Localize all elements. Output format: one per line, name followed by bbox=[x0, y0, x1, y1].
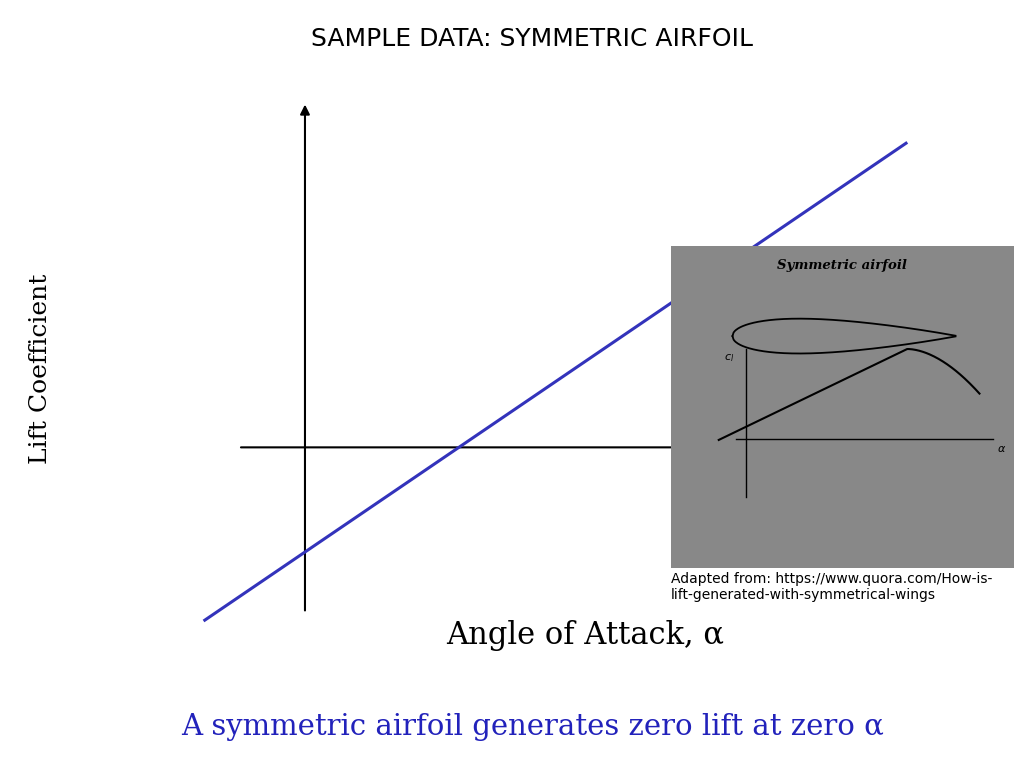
Text: SAMPLE DATA: SYMMETRIC AIRFOIL: SAMPLE DATA: SYMMETRIC AIRFOIL bbox=[311, 27, 754, 51]
Text: $\alpha$: $\alpha$ bbox=[996, 444, 1006, 454]
Text: A symmetric airfoil generates zero lift at zero α: A symmetric airfoil generates zero lift … bbox=[181, 713, 884, 741]
Text: Lift Coefficient: Lift Coefficient bbox=[30, 273, 52, 464]
Text: Symmetric airfoil: Symmetric airfoil bbox=[777, 259, 907, 272]
Text: $c_l$: $c_l$ bbox=[724, 353, 734, 364]
Text: Angle of Attack, α: Angle of Attack, α bbox=[446, 621, 724, 651]
Text: Adapted from: https://www.quora.com/How-is-
lift-generated-with-symmetrical-wing: Adapted from: https://www.quora.com/How-… bbox=[671, 572, 992, 602]
